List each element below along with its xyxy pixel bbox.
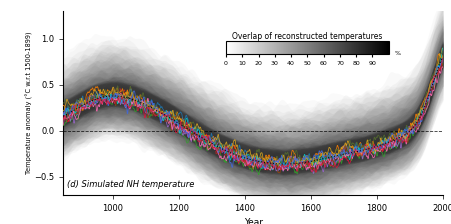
X-axis label: Year: Year	[243, 218, 262, 224]
Text: %: %	[394, 51, 400, 56]
Text: (d) Simulated NH temperature: (d) Simulated NH temperature	[67, 180, 194, 189]
Title: Overlap of reconstructed temperatures: Overlap of reconstructed temperatures	[232, 32, 382, 41]
Y-axis label: Temperature anomaly (°C w.r.t 1500-1899): Temperature anomaly (°C w.r.t 1500-1899)	[25, 32, 32, 174]
